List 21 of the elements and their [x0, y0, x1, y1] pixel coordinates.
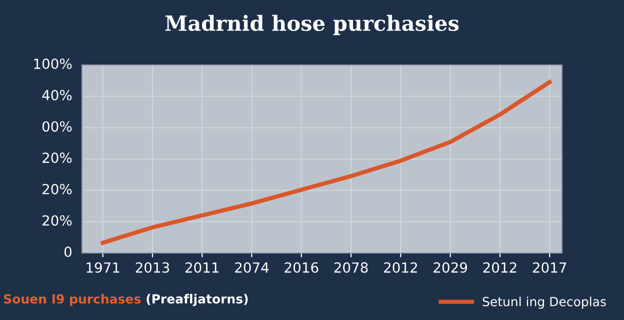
text: 100%: [34, 58, 72, 70]
text: Souen I9 purchases: [4, 294, 141, 306]
text: 00%: [42, 121, 72, 132]
x-tick-label: 1971: [86, 262, 120, 273]
text: (Preafljatorns): [146, 294, 248, 306]
text: 20%: [42, 184, 72, 194]
text: 20%: [42, 152, 72, 164]
x-tick-label: 2013: [136, 262, 170, 273]
x-tick-label: 2011: [185, 262, 219, 273]
x-tick-label: 2074: [235, 262, 269, 273]
x-tick-label: 2012: [483, 262, 516, 273]
text: 0: [64, 246, 72, 258]
chart-title: Madrnid hose purchasies: [165, 14, 459, 36]
x-tick-label: 2016: [284, 262, 318, 273]
text: 20%: [42, 215, 72, 226]
x-tick-label: 2029: [434, 262, 468, 273]
legend-label: Setunl ing Decoplas: [482, 296, 606, 309]
x-tick-label: 2012: [384, 262, 417, 273]
text: 40%: [42, 90, 72, 100]
x-tick-label: 2017: [532, 262, 566, 273]
x-tick-label: 2078: [334, 262, 368, 273]
